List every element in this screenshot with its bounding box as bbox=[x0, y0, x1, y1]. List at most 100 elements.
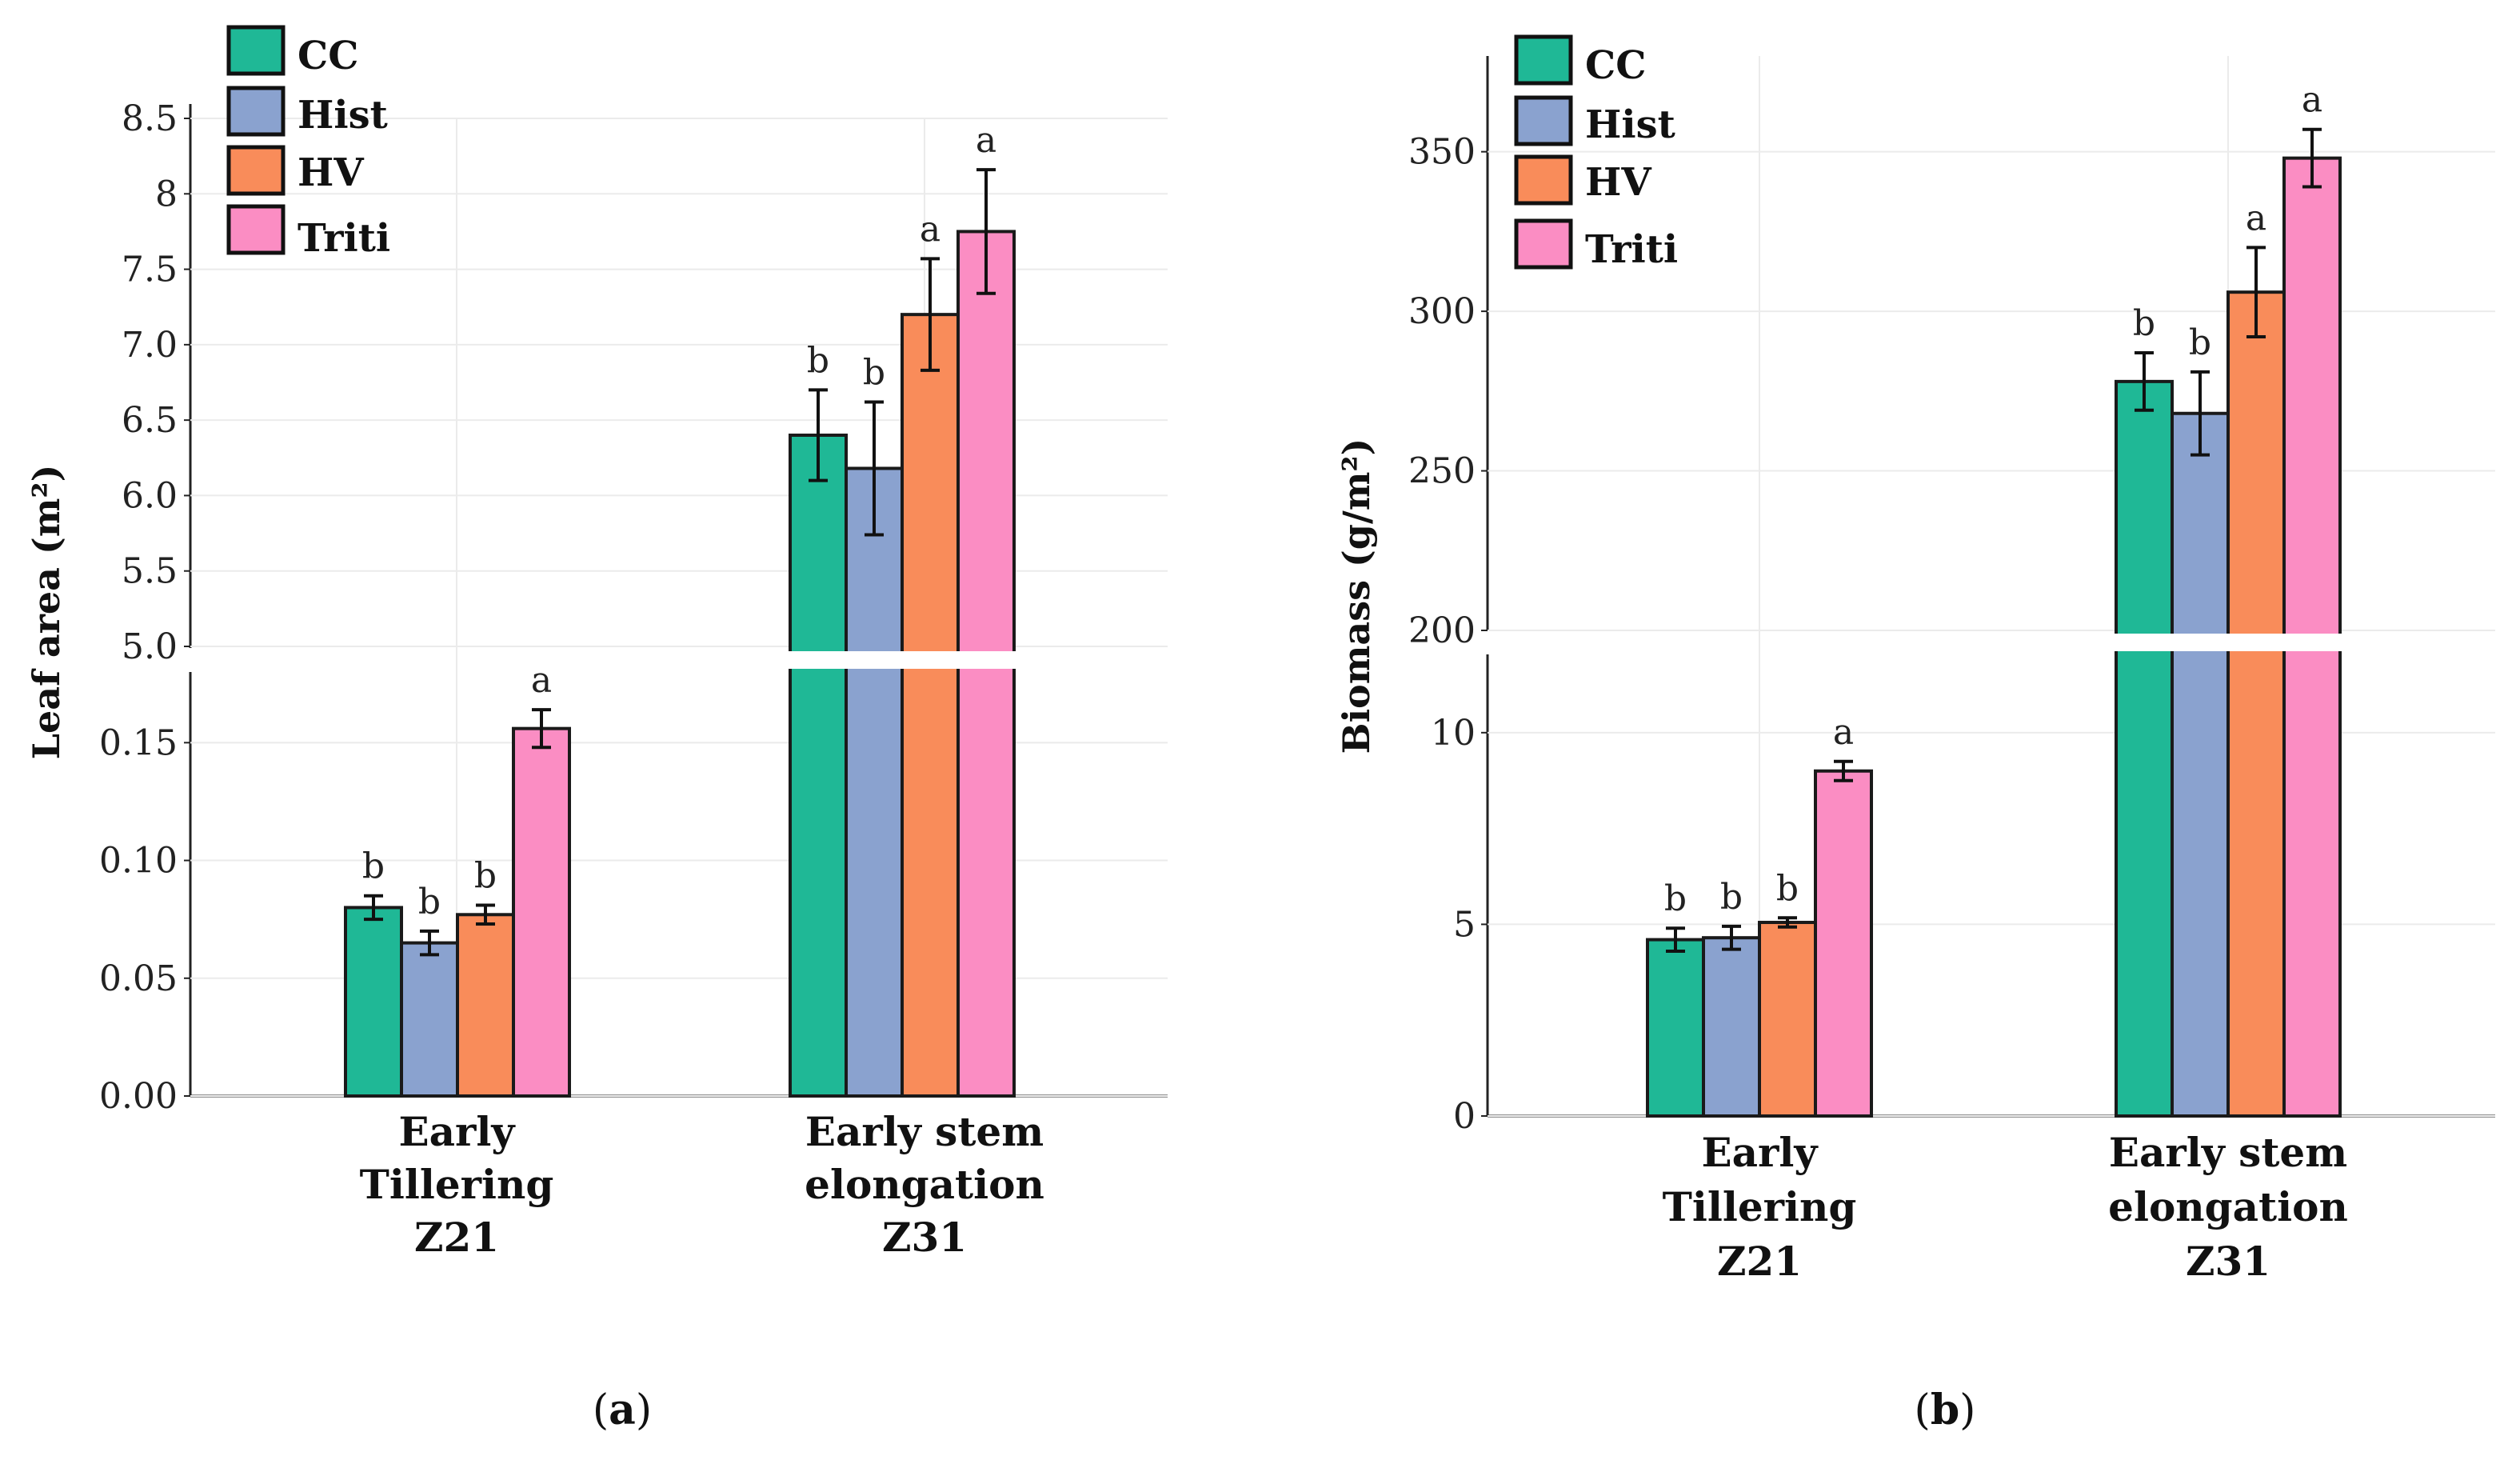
panel-b-category-1-line1: Early bbox=[1702, 1129, 1819, 1176]
panel-b-category-1-line2: Tillering bbox=[1663, 1183, 1857, 1230]
legend-label-hist: Hist bbox=[298, 93, 388, 138]
legend-swatch-hv bbox=[1514, 154, 1573, 206]
bar-hv-2 bbox=[2226, 290, 2286, 1118]
bar-break-gap bbox=[955, 651, 1017, 669]
significance-letter-hist-1: b bbox=[418, 882, 441, 922]
panel-a-category-1-line3: Z21 bbox=[414, 1214, 499, 1261]
legend-label-cc: CC bbox=[298, 34, 358, 78]
legend-swatch-hist bbox=[226, 86, 286, 137]
panel-b-y-axis-label: Biomass (g/m²) bbox=[1335, 438, 1378, 754]
upper-y-tick-label: 8.5 bbox=[122, 98, 178, 139]
significance-letter-triti-1: a bbox=[531, 660, 552, 701]
bar-hist-1 bbox=[1702, 936, 1761, 1118]
lower-y-tick-label: 0 bbox=[1453, 1096, 1476, 1137]
panel-b-gridlines bbox=[1488, 56, 2495, 1117]
panel-b-category-2-line3: Z31 bbox=[2186, 1238, 2270, 1285]
panel-b-caption: (b) bbox=[1915, 1386, 1976, 1434]
significance-letter-triti-1: a bbox=[1833, 712, 1854, 753]
panel-a-category-1-line1: Early bbox=[399, 1108, 517, 1155]
legend-swatch-triti bbox=[1514, 218, 1573, 270]
panel-b-error-bars bbox=[1666, 127, 2322, 953]
bar-hist-2 bbox=[845, 466, 904, 1098]
panel-a-bars bbox=[344, 230, 1017, 1098]
legend-swatch-hv bbox=[226, 145, 286, 196]
legend-swatch-triti bbox=[226, 204, 286, 255]
legend-swatch-hist bbox=[1514, 95, 1573, 146]
legend-swatch-cc bbox=[1514, 34, 1573, 86]
panel-b-category-2-line1: Early stem bbox=[2109, 1129, 2347, 1176]
panel-a-category-2-line3: Z31 bbox=[882, 1214, 967, 1261]
panel-a-caption: (a) bbox=[593, 1386, 652, 1434]
panel-b-category-1-line3: Z21 bbox=[1717, 1238, 1802, 1285]
bar-hist-2 bbox=[2171, 411, 2230, 1118]
upper-y-tick-label: 250 bbox=[1408, 451, 1476, 492]
bar-cc-1 bbox=[344, 906, 403, 1098]
panel-a-error-bars bbox=[364, 168, 996, 957]
significance-letter-hist-2: b bbox=[863, 353, 885, 394]
upper-y-tick-label: 300 bbox=[1408, 291, 1476, 332]
significance-letter-hv-2: a bbox=[2246, 198, 2266, 238]
significance-letter-triti-2: a bbox=[976, 120, 996, 161]
upper-y-tick-label: 8 bbox=[155, 174, 178, 214]
upper-y-tick-label: 350 bbox=[1408, 132, 1476, 173]
panel-a-legend: CC Hist HV Triti bbox=[226, 25, 390, 261]
bar-break-gap bbox=[2169, 634, 2231, 651]
panel-a-category-1-line2: Tillering bbox=[360, 1161, 554, 1208]
legend-label-triti: Triti bbox=[1585, 227, 1678, 272]
legend-label-hv: HV bbox=[1585, 160, 1651, 205]
panel-a-category-2-line2: elongation bbox=[805, 1161, 1044, 1208]
bar-cc-2 bbox=[2115, 379, 2174, 1118]
upper-y-tick-label: 5.5 bbox=[122, 551, 178, 592]
bar-triti-1 bbox=[1814, 769, 1873, 1118]
bar-break-gap bbox=[787, 651, 849, 669]
bar-cc-1 bbox=[1646, 938, 1705, 1118]
bar-cc-2 bbox=[789, 434, 848, 1098]
bar-break-gap bbox=[843, 651, 905, 669]
upper-y-tick-label: 5.0 bbox=[122, 626, 178, 667]
legend-label-cc: CC bbox=[1585, 43, 1646, 88]
panel-a-leaf-area-chart: 0.00 0.05 0.10 0.15 5.0 5.5 6.0 6.5 7.0 7.5 8 8.5 b… bbox=[25, 25, 1176, 1434]
panel-a-gridlines bbox=[190, 118, 1168, 1097]
upper-y-tick-label: 200 bbox=[1408, 610, 1476, 651]
significance-letter-cc-1: b bbox=[1664, 878, 1687, 919]
bar-break-gap bbox=[2225, 634, 2287, 651]
significance-letter-cc-2: b bbox=[2133, 303, 2155, 344]
lower-y-tick-label: 0.05 bbox=[99, 958, 178, 999]
upper-y-tick-label: 6.5 bbox=[122, 400, 178, 441]
significance-letter-triti-2: a bbox=[2302, 80, 2322, 121]
lower-y-tick-label: 10 bbox=[1431, 713, 1476, 754]
significance-letter-hv-1: b bbox=[1776, 868, 1799, 909]
panel-b-category-2-line2: elongation bbox=[2108, 1183, 2348, 1230]
significance-letter-cc-2: b bbox=[807, 340, 829, 381]
significance-letter-hist-2: b bbox=[2189, 322, 2211, 363]
lower-y-tick-label: 5 bbox=[1453, 904, 1476, 945]
panel-b-tick-labels: 0 5 10 200 250 300 350 bbox=[1408, 132, 1488, 1137]
lower-y-tick-label: 0.00 bbox=[99, 1076, 178, 1117]
significance-letter-hist-1: b bbox=[1720, 877, 1743, 918]
legend-swatch-cc bbox=[226, 25, 286, 76]
legend-label-triti: Triti bbox=[298, 216, 390, 261]
bar-break-gap bbox=[2281, 634, 2343, 651]
panel-a-category-2-line1: Early stem bbox=[805, 1108, 1044, 1155]
bar-hv-2 bbox=[901, 313, 960, 1098]
legend-label-hist: Hist bbox=[1585, 102, 1675, 147]
bar-hv-1 bbox=[456, 913, 515, 1098]
bar-break-gap bbox=[899, 651, 961, 669]
upper-y-tick-label: 7.5 bbox=[122, 250, 178, 290]
significance-letter-hv-1: b bbox=[474, 856, 497, 897]
bar-hv-1 bbox=[1758, 921, 1817, 1118]
bar-hist-1 bbox=[400, 941, 459, 1098]
panel-b-legend: CC Hist HV Triti bbox=[1514, 34, 1678, 272]
significance-letter-hv-2: a bbox=[920, 209, 941, 250]
panel-a-tick-labels: 0.00 0.05 0.10 0.15 5.0 5.5 6.0 6.5 7.0 7.5 8 8.5 bbox=[99, 98, 190, 1117]
lower-y-tick-label: 0.10 bbox=[99, 841, 178, 882]
legend-label-hv: HV bbox=[298, 150, 364, 195]
panel-a-y-axis-label: Leaf area (m²) bbox=[25, 465, 68, 760]
upper-y-tick-label: 6.0 bbox=[122, 475, 178, 516]
bar-triti-1 bbox=[512, 726, 571, 1098]
panel-b-bars bbox=[1646, 156, 2343, 1118]
